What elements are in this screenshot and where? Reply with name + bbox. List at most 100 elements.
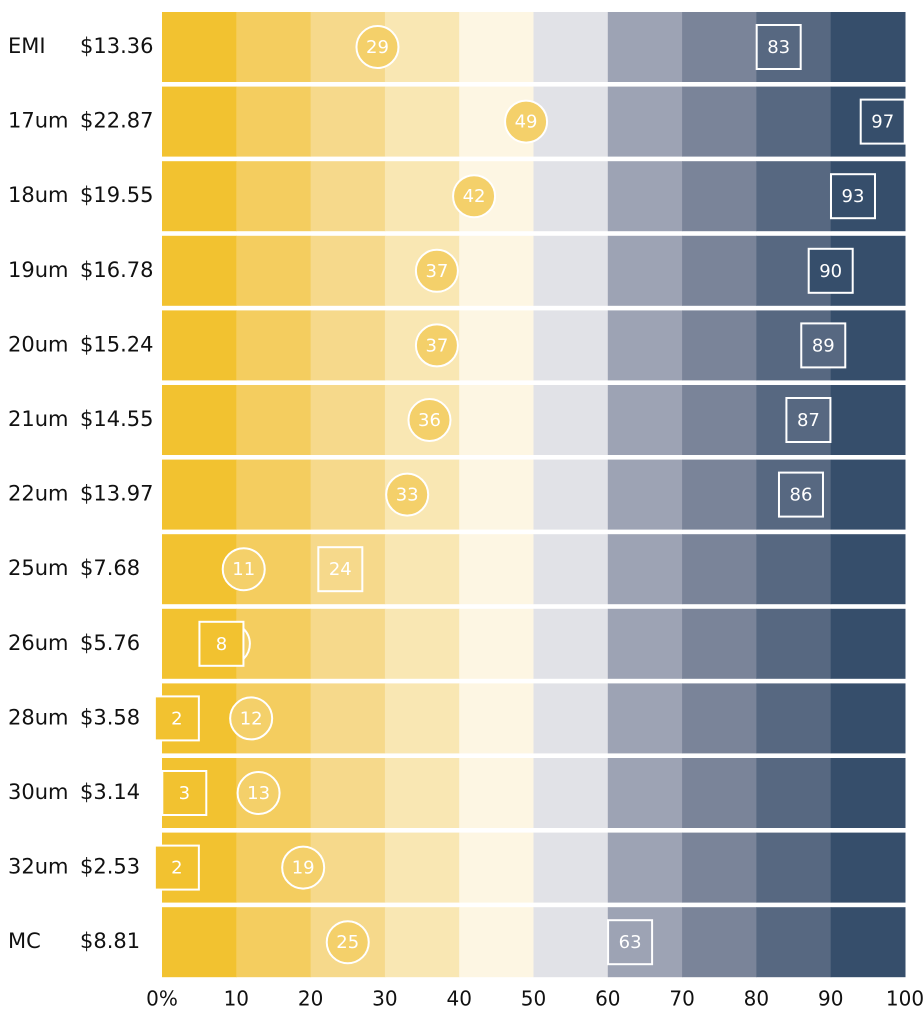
square-marker bbox=[785, 397, 832, 443]
row-price: $16.78 bbox=[80, 258, 153, 282]
circle-marker bbox=[452, 174, 497, 219]
band bbox=[459, 608, 534, 679]
band bbox=[162, 12, 237, 82]
band bbox=[236, 310, 312, 381]
band bbox=[459, 235, 534, 306]
row-price: $15.24 bbox=[80, 332, 153, 356]
circle-marker bbox=[385, 472, 430, 517]
band bbox=[236, 161, 312, 232]
band bbox=[162, 310, 237, 381]
band bbox=[682, 683, 757, 754]
band bbox=[607, 758, 683, 828]
band bbox=[533, 832, 609, 903]
circle-marker bbox=[414, 323, 459, 368]
marker-label: 25 bbox=[336, 932, 359, 953]
band bbox=[756, 86, 832, 157]
band bbox=[830, 907, 906, 978]
band bbox=[459, 385, 534, 455]
band bbox=[384, 161, 460, 232]
square-marker bbox=[800, 322, 847, 369]
marker-label: 86 bbox=[790, 485, 813, 506]
band bbox=[459, 758, 534, 828]
x-tick-label: 0% bbox=[146, 987, 178, 1011]
marker-label: 12 bbox=[240, 708, 263, 729]
marker-label: 37 bbox=[425, 261, 448, 282]
marker-label: 36 bbox=[418, 410, 441, 431]
square-marker bbox=[153, 844, 200, 891]
band bbox=[830, 385, 906, 455]
band bbox=[236, 235, 312, 306]
x-tick-label: 90 bbox=[818, 987, 843, 1011]
band bbox=[533, 161, 609, 232]
band bbox=[756, 907, 832, 978]
band bbox=[607, 534, 683, 605]
circle-marker bbox=[221, 547, 266, 592]
band bbox=[384, 534, 460, 605]
band bbox=[607, 235, 683, 306]
band bbox=[682, 86, 757, 157]
row-price: $13.97 bbox=[80, 482, 153, 506]
x-tick-label: 70 bbox=[669, 987, 694, 1011]
band bbox=[533, 12, 609, 82]
row-price: $3.58 bbox=[80, 705, 140, 729]
row-price: $13.36 bbox=[80, 34, 153, 58]
square-marker bbox=[607, 919, 654, 966]
row-label: 21um bbox=[8, 407, 69, 431]
band bbox=[830, 683, 906, 754]
marker-label: 2 bbox=[171, 858, 182, 879]
row-label: 25um bbox=[8, 556, 69, 580]
band bbox=[682, 832, 757, 903]
band bbox=[533, 683, 609, 754]
band bbox=[533, 907, 609, 978]
band bbox=[756, 534, 832, 605]
band bbox=[607, 161, 683, 232]
circle-marker bbox=[281, 845, 326, 890]
band bbox=[459, 310, 534, 381]
band bbox=[756, 608, 832, 679]
row-price: $19.55 bbox=[80, 183, 153, 207]
row-label: 17um bbox=[8, 109, 69, 133]
band bbox=[756, 161, 832, 232]
marker-label: 2 bbox=[171, 708, 182, 729]
band bbox=[384, 832, 460, 903]
band bbox=[162, 235, 237, 306]
row-price: $7.68 bbox=[80, 556, 140, 580]
row-label: 18um bbox=[8, 183, 69, 207]
band bbox=[533, 608, 609, 679]
marker-label: 49 bbox=[515, 112, 538, 133]
square-marker bbox=[153, 695, 200, 742]
band bbox=[607, 608, 683, 679]
marker-label: 37 bbox=[425, 335, 448, 356]
band bbox=[682, 758, 757, 828]
band bbox=[236, 907, 312, 978]
band bbox=[682, 385, 757, 455]
circle-marker bbox=[236, 771, 281, 815]
band bbox=[756, 832, 832, 903]
band bbox=[162, 459, 237, 530]
band bbox=[682, 608, 757, 679]
band bbox=[384, 608, 460, 679]
band bbox=[236, 385, 312, 455]
circle-marker bbox=[407, 398, 452, 442]
marker-label: 11 bbox=[232, 559, 255, 580]
band bbox=[310, 758, 386, 828]
x-tick-label: 20 bbox=[298, 987, 323, 1011]
row-label: 28um bbox=[8, 705, 69, 729]
marker-label: 90 bbox=[819, 261, 842, 282]
band bbox=[682, 12, 757, 82]
band bbox=[310, 235, 386, 306]
row-label: 32um bbox=[8, 855, 69, 879]
band bbox=[236, 459, 312, 530]
marker-label: 33 bbox=[396, 485, 419, 506]
marker-label: 13 bbox=[247, 783, 270, 804]
band bbox=[310, 608, 386, 679]
row-label: EMI bbox=[8, 34, 46, 58]
marker-label: 8 bbox=[216, 634, 227, 655]
square-marker bbox=[755, 24, 802, 70]
marker-label: 97 bbox=[871, 112, 894, 133]
band bbox=[682, 907, 757, 978]
band bbox=[533, 385, 609, 455]
band bbox=[384, 683, 460, 754]
square-marker bbox=[317, 546, 364, 593]
marker-label: 83 bbox=[767, 37, 790, 58]
